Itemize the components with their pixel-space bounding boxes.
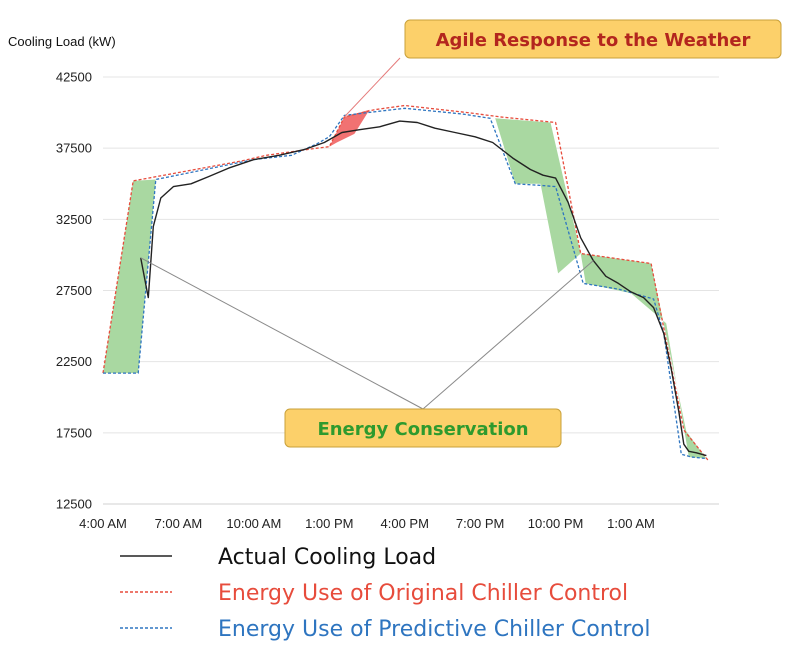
x-tick-label: 7:00 PM xyxy=(456,516,504,531)
leader-line xyxy=(140,257,424,410)
x-tick-label: 1:00 AM xyxy=(607,516,655,531)
x-tick-labels: 4:00 AM 7:00 AM 10:00 AM 1:00 PM 4:00 PM 7:00… xyxy=(79,516,655,531)
y-tick-label: 37500 xyxy=(56,141,92,156)
leader-line xyxy=(344,57,401,118)
y-tick-label: 27500 xyxy=(56,283,92,298)
weather-response-region xyxy=(329,109,370,147)
y-tick-label: 42500 xyxy=(56,70,92,85)
x-tick-label: 10:00 PM xyxy=(528,516,584,531)
energy-saving-region xyxy=(580,253,707,459)
callout-box xyxy=(404,19,782,59)
y-tick-label: 12500 xyxy=(56,497,92,512)
y-tick-label: 22500 xyxy=(56,354,92,369)
y-axis-label: Cooling Load (kW) xyxy=(8,34,116,49)
legend-label: Energy Use of Original Chiller Control xyxy=(218,581,628,606)
legend-label: Actual Cooling Load xyxy=(218,545,436,570)
x-tick-label: 4:00 PM xyxy=(381,516,429,531)
callout-text: Agile Response to the Weather xyxy=(436,30,751,51)
leader-line xyxy=(422,260,594,410)
series-line-0 xyxy=(140,120,707,457)
x-tick-label: 1:00 PM xyxy=(305,516,353,531)
legend-label: Energy Use of Predictive Chiller Control xyxy=(218,617,650,642)
x-tick-label: 4:00 AM xyxy=(79,516,127,531)
series-lines xyxy=(102,104,710,462)
callouts: Agile Response to the Weather Energy Cons… xyxy=(284,19,782,448)
series-line-1 xyxy=(102,104,710,462)
energy-saving-region xyxy=(103,179,156,374)
y-tick-label: 32500 xyxy=(56,212,92,227)
legend: Actual Cooling Load Energy Use of Origina… xyxy=(120,545,650,642)
grid-lines xyxy=(103,76,719,505)
callout-leader-lines xyxy=(140,57,594,410)
shaded-regions xyxy=(103,109,707,459)
energy-saving-region xyxy=(495,118,581,274)
x-tick-label: 10:00 AM xyxy=(226,516,281,531)
y-tick-label: 17500 xyxy=(56,425,92,440)
callout-text: Energy Conservation xyxy=(317,419,528,440)
x-tick-label: 7:00 AM xyxy=(155,516,203,531)
y-tick-labels: 12500 17500 22500 27500 32500 37500 42500 xyxy=(56,70,92,512)
callout-box xyxy=(284,408,562,448)
